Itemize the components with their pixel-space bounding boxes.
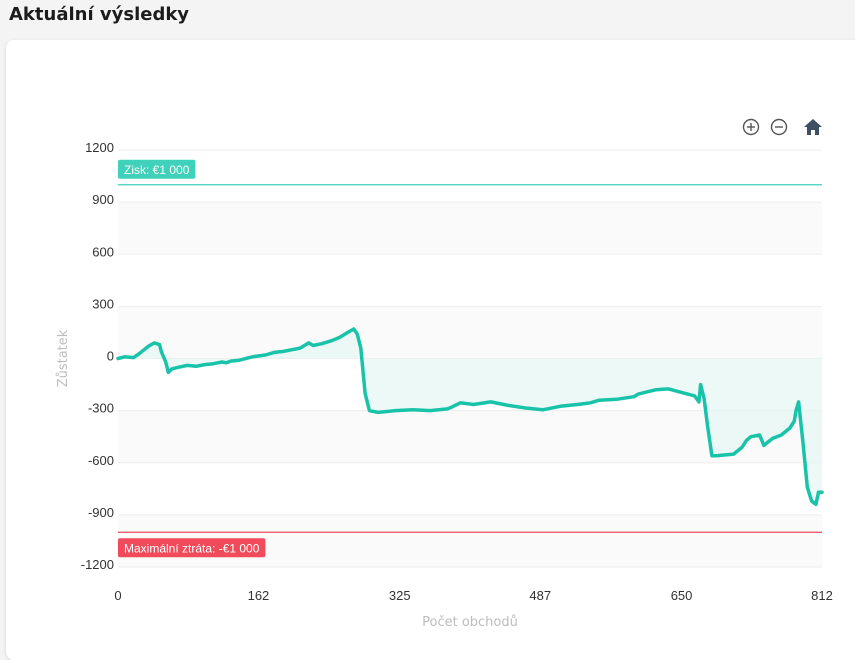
page-title: Aktuální výsledky [9, 4, 190, 25]
max-loss-label [118, 538, 266, 558]
grid-band [118, 202, 822, 255]
x-tick-label: 0 [114, 588, 121, 603]
series-area [118, 329, 822, 505]
x-tick-label: 487 [529, 588, 551, 603]
y-tick-label: 300 [92, 296, 114, 311]
y-tick-label: -300 [88, 401, 114, 416]
x-tick-label: 325 [389, 588, 411, 603]
grid-band [118, 410, 822, 463]
home-icon[interactable] [802, 116, 824, 138]
y-tick-label: -600 [88, 453, 114, 468]
x-tick-label: 812 [811, 588, 833, 603]
y-tick-label: 0 [107, 349, 114, 364]
x-tick-label: 650 [671, 588, 693, 603]
x-axis-ticks: 0 162 325 487 650 812 [114, 588, 832, 603]
y-tick-label: -900 [88, 505, 114, 520]
x-tick-label: 162 [248, 588, 270, 603]
profit-target-label [118, 159, 196, 179]
grid-band [118, 306, 822, 359]
balance-chart[interactable]: Zisk: €1 000 Maximální ztráta: -€1 000 12… [0, 0, 855, 640]
annotation-label: Zisk: €1 000 [124, 163, 190, 177]
zoom-out-icon[interactable] [768, 116, 790, 138]
series-line [116, 327, 824, 507]
chart-toolbar [740, 116, 824, 138]
y-tick-label: 1200 [85, 140, 114, 155]
annotation-lines: Zisk: €1 000 Maximální ztráta: -€1 000 [118, 159, 822, 558]
annotation-label: Maximální ztráta: -€1 000 [124, 541, 260, 555]
zoom-in-icon[interactable] [740, 116, 762, 138]
y-axis-title: Zůstatek [56, 329, 71, 387]
series-area-fill [118, 329, 822, 505]
y-tick-label: 900 [92, 192, 114, 207]
y-tick-label: -1200 [81, 557, 114, 572]
x-axis-title: Počet obchodů [422, 615, 518, 630]
y-axis-ticks: 1200 900 600 300 0 -300 -600 -900 -1200 [81, 140, 114, 572]
y-tick-label: 600 [92, 244, 114, 259]
series-line-path[interactable] [116, 327, 824, 507]
